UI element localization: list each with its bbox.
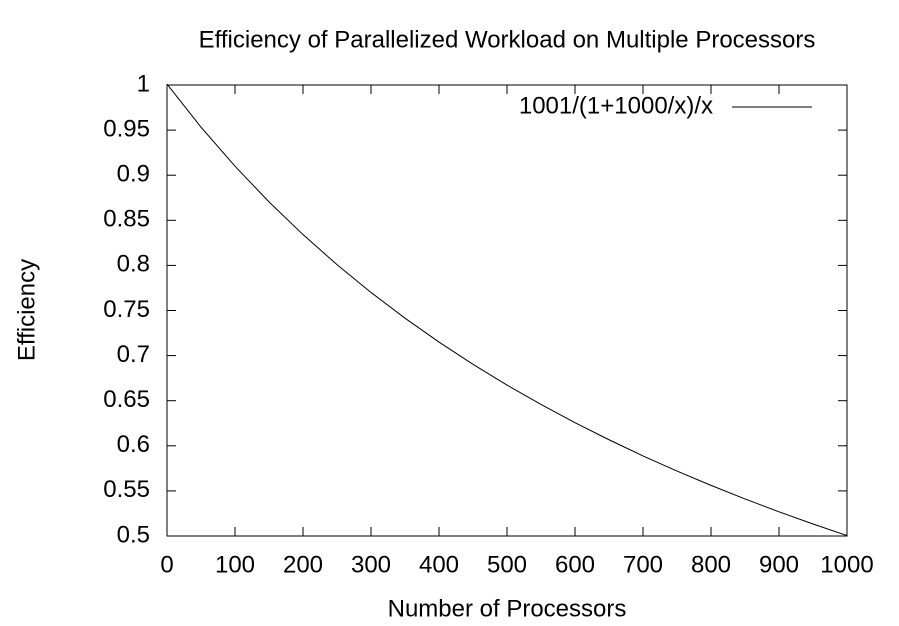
- x-tick-label: 1000: [820, 551, 873, 578]
- y-tick-label: 0.85: [103, 206, 150, 233]
- y-tick-label: 0.95: [103, 115, 150, 142]
- y-tick-label: 0.7: [117, 341, 150, 368]
- y-axis-label: Efficiency: [13, 259, 40, 361]
- x-tick-label: 0: [160, 551, 173, 578]
- line-series: [166, 83, 848, 537]
- y-tick-label: 0.5: [117, 521, 150, 548]
- y-tick-label: 0.75: [103, 296, 150, 323]
- y-tick-label: 0.55: [103, 476, 150, 503]
- y-tick-label: 0.8: [117, 251, 150, 278]
- x-tick-label: 800: [691, 551, 731, 578]
- x-tick-label: 600: [555, 551, 595, 578]
- y-tick-label: 0.65: [103, 386, 150, 413]
- x-tick-label: 300: [351, 551, 391, 578]
- x-tick-label: 100: [215, 551, 255, 578]
- x-axis-label: Number of Processors: [388, 595, 627, 622]
- y-tick-label: 1: [137, 70, 150, 97]
- y-tick-label: 0.6: [117, 431, 150, 458]
- x-tick-label: 400: [419, 551, 459, 578]
- x-tick-label: 700: [623, 551, 663, 578]
- chart-title: Efficiency of Parallelized Workload on M…: [199, 26, 816, 53]
- legend-label: 1001/(1+1000/x)/x: [519, 92, 713, 119]
- y-tick-label: 0.9: [117, 161, 150, 188]
- x-tick-label: 500: [487, 551, 527, 578]
- x-tick-label: 200: [283, 551, 323, 578]
- x-tick-label: 900: [759, 551, 799, 578]
